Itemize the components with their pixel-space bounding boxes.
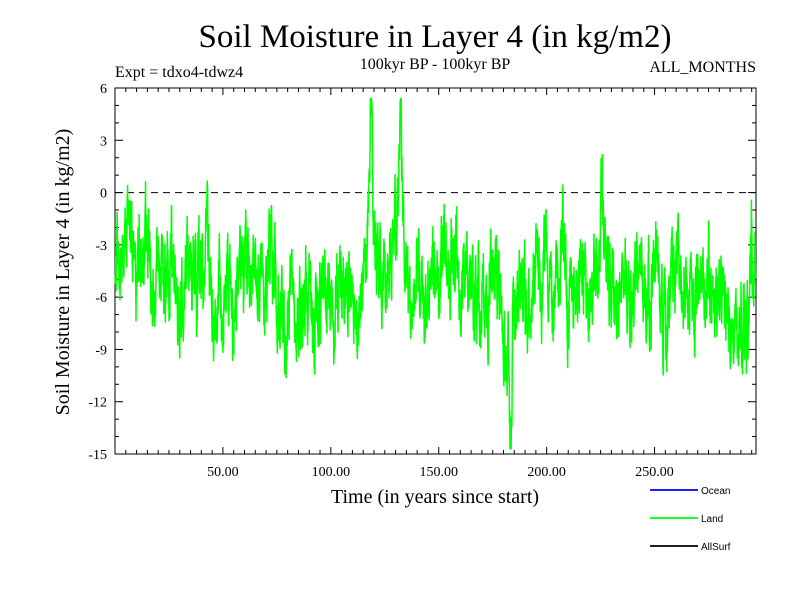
y-axis-label: Soil Moisture in Layer 4 (in kg/m2) [52,129,74,416]
y-tick-label: 6 [100,82,107,97]
land-series-line [114,97,757,450]
month-label: ALL_MONTHS [649,59,756,76]
x-tick-label: 200.00 [527,465,566,480]
legend-label-allsurf: AllSurf [701,542,731,553]
y-tick-label: -12 [88,396,107,411]
y-tick-label: -3 [95,239,107,254]
y-tick-label: -15 [88,448,107,463]
x-tick-label: 150.00 [419,465,458,480]
x-tick-label: 100.00 [312,465,351,480]
legend: Ocean Land AllSurf [650,486,731,553]
x-axis-label: Time (in years since start) [331,486,539,508]
experiment-label: Expt = tdxo4-tdwz4 [115,64,243,81]
chart-title: Soil Moisture in Layer 4 (in kg/m2) [199,19,672,55]
y-tick-label: 3 [100,134,107,149]
time-range-label: 100kyr BP - 100kyr BP [360,56,511,73]
x-tick-label: 250.00 [635,465,674,480]
x-tick-label: 50.00 [207,465,239,480]
legend-label-ocean: Ocean [701,486,730,497]
legend-label-land: Land [701,514,723,525]
y-tick-label: -6 [95,291,107,306]
y-tick-label: 0 [100,187,107,202]
y-tick-label: -9 [95,343,107,358]
plot-area: 50.00 100.00 150.00 200.00 250.00 6 3 0 -3 -6 -9 -1… [88,82,757,480]
